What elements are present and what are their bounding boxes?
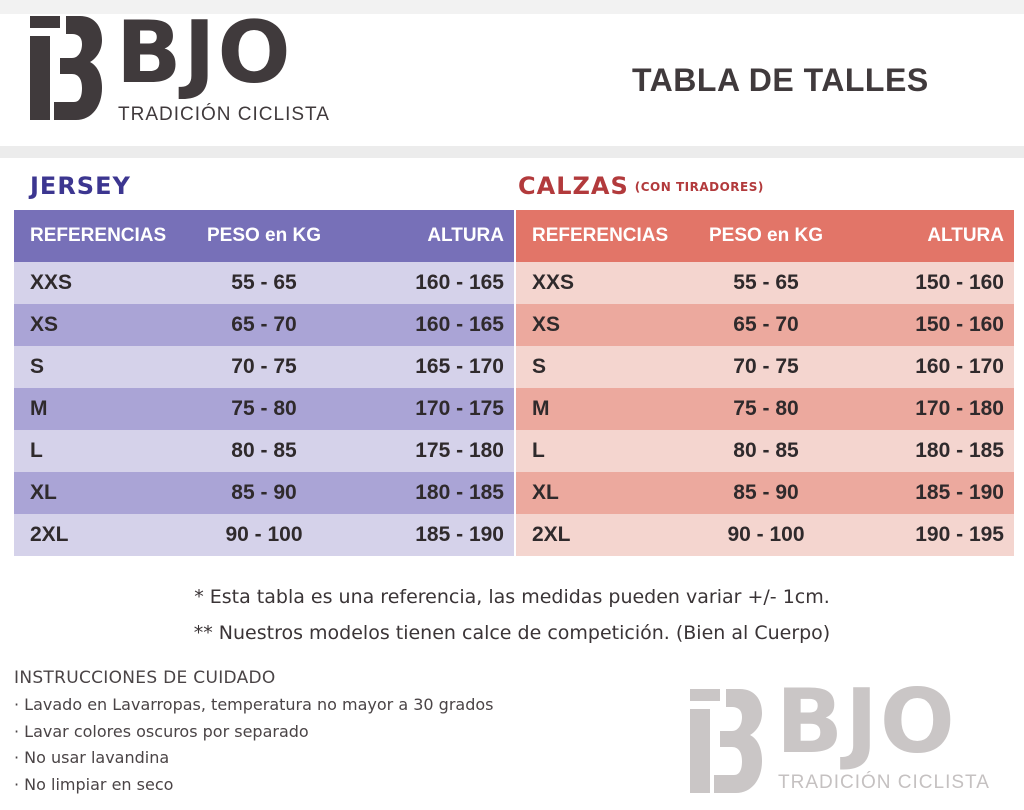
table-row: S 70 - 75 160 - 170 (516, 346, 1014, 388)
logo-tagline: TRADICIÓN CICLISTA (118, 104, 330, 125)
weight-cell: 75 - 80 (733, 397, 799, 420)
table-row: XL 85 - 90 180 - 185 (14, 472, 514, 514)
table-header-row: REFERENCIAS PESO en KG ALTURA (516, 210, 1014, 262)
table-row: XS 65 - 70 160 - 165 (14, 304, 514, 346)
height-cell: 150 - 160 (915, 313, 1004, 336)
weight-cell: 90 - 100 (225, 523, 303, 546)
size-cell: XXS (30, 271, 73, 294)
height-cell: 160 - 170 (915, 355, 1004, 378)
weight-cell: 80 - 85 (733, 439, 799, 462)
size-cell: L (30, 439, 43, 462)
table-row: M 75 - 80 170 - 175 (14, 388, 514, 430)
weight-cell: 55 - 65 (231, 271, 297, 294)
calzas-size-table: REFERENCIAS PESO en KG ALTURA XXS 55 - 65… (516, 210, 1014, 556)
brand-logo-watermark: BJO TRADICIÓN CICLISTA (690, 678, 1020, 804)
height-cell: 185 - 190 (915, 481, 1004, 504)
table-row: L 80 - 85 175 - 180 (14, 430, 514, 472)
size-cell: S (532, 355, 547, 378)
size-cell: L (532, 439, 545, 462)
height-cell: 180 - 185 (415, 481, 504, 504)
brand-logo: BJO TRADICIÓN CICLISTA (30, 10, 350, 128)
header-peso: PESO en KG (708, 225, 824, 246)
table-row: L 80 - 85 180 - 185 (516, 430, 1014, 472)
size-cell: 2XL (30, 523, 69, 546)
header-peso: PESO en KG (206, 225, 322, 246)
height-cell: 180 - 185 (915, 439, 1004, 462)
size-cell: XS (30, 313, 59, 336)
calzas-subtitle: (CON TIRADORES) (634, 180, 764, 194)
weight-cell: 90 - 100 (727, 523, 805, 546)
weight-cell: 55 - 65 (733, 271, 799, 294)
table-row: XS 65 - 70 150 - 160 (516, 304, 1014, 346)
weight-cell: 70 - 75 (231, 355, 297, 378)
logo-wordmark: BJO (116, 3, 293, 103)
height-cell: 165 - 170 (415, 355, 504, 378)
weight-cell: 80 - 85 (231, 439, 297, 462)
size-cell: M (30, 397, 48, 420)
table-row: XL 85 - 90 185 - 190 (516, 472, 1014, 514)
size-cell: XL (532, 481, 559, 504)
page-title: TABLA DE TALLES (632, 62, 929, 98)
table-row: 2XL 90 - 100 190 - 195 (516, 514, 1014, 556)
weight-cell: 75 - 80 (231, 397, 297, 420)
logo-mark-icon (30, 16, 102, 120)
table-header-row: REFERENCIAS PESO en KG ALTURA (14, 210, 514, 262)
care-instructions: INSTRUCCIONES DE CUIDADO · Lavado en Lav… (14, 668, 494, 798)
weight-cell: 85 - 90 (231, 481, 297, 504)
separator-band (0, 146, 1024, 158)
table-row: XXS 55 - 65 160 - 165 (14, 262, 514, 304)
size-cell: S (30, 355, 45, 378)
calzas-title: CALZAS (CON TIRADORES) (518, 172, 764, 200)
header-referencias: REFERENCIAS (532, 225, 669, 246)
height-cell: 175 - 180 (415, 439, 504, 462)
care-item: · No limpiar en seco (14, 774, 174, 794)
size-cell: XS (532, 313, 561, 336)
table-row: M 75 - 80 170 - 180 (516, 388, 1014, 430)
logo-mark-icon (690, 689, 762, 793)
weight-cell: 65 - 70 (733, 313, 799, 336)
logo-tagline: TRADICIÓN CICLISTA (778, 772, 990, 793)
header-altura: ALTURA (427, 225, 504, 246)
top-band (0, 0, 1024, 14)
note-fit: ** Nuestros modelos tienen calce de comp… (193, 622, 831, 644)
table-row: XXS 55 - 65 150 - 160 (516, 262, 1014, 304)
weight-cell: 85 - 90 (733, 481, 799, 504)
height-cell: 185 - 190 (415, 523, 504, 546)
note-reference: * Esta tabla es una referencia, las medi… (194, 586, 830, 608)
height-cell: 150 - 160 (915, 271, 1004, 294)
table-row: S 70 - 75 165 - 170 (14, 346, 514, 388)
care-item: · Lavar colores oscuros por separado (14, 721, 309, 741)
weight-cell: 70 - 75 (733, 355, 799, 378)
logo-wordmark: BJO (776, 670, 957, 773)
size-cell: XL (30, 481, 57, 504)
height-cell: 160 - 165 (415, 313, 504, 336)
care-item: · Lavado en Lavarropas, temperatura no m… (14, 695, 494, 714)
size-cell: 2XL (532, 523, 571, 546)
header-altura: ALTURA (927, 225, 1004, 246)
height-cell: 160 - 165 (415, 271, 504, 294)
jersey-size-table: REFERENCIAS PESO en KG ALTURA XXS 55 - 65… (14, 210, 514, 556)
jersey-title: JERSEY (30, 172, 131, 200)
height-cell: 170 - 180 (915, 397, 1004, 420)
table-row: 2XL 90 - 100 185 - 190 (14, 514, 514, 556)
header-referencias: REFERENCIAS (30, 225, 167, 246)
weight-cell: 65 - 70 (231, 313, 297, 336)
height-cell: 170 - 175 (415, 397, 504, 420)
size-cell: M (532, 397, 550, 420)
care-title: INSTRUCCIONES DE CUIDADO (14, 668, 276, 688)
size-cell: XXS (532, 271, 575, 294)
care-item: · No usar lavandina (14, 748, 170, 767)
height-cell: 190 - 195 (915, 523, 1004, 546)
calzas-title-label: CALZAS (518, 172, 629, 200)
